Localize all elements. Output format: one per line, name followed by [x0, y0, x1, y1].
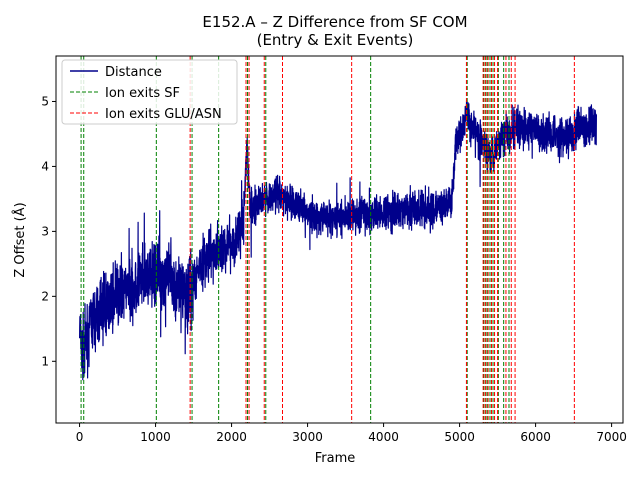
legend: Distance Ion exits SF Ion exits GLU/ASN: [61, 59, 238, 125]
y-axis-label: Z Offset (Å): [12, 202, 28, 277]
legend-box: [61, 59, 238, 125]
x-tick-label: 0: [76, 430, 84, 444]
event-lines-layer: [80, 56, 575, 423]
plot-area: 0 1000 2000 3000 4000 5000 6000 7000 1 2 3 4 5: [41, 55, 627, 444]
y-tick-label: 4: [41, 159, 49, 173]
y-tick-label: 5: [41, 94, 49, 108]
legend-label-ion-exits-glu-asn: Ion exits GLU/ASN: [105, 107, 222, 122]
x-axis-ticks: 0 1000 2000 3000 4000 5000 6000 7000: [76, 423, 627, 444]
x-tick-label: 3000: [292, 430, 323, 444]
x-tick-label: 5000: [444, 430, 475, 444]
y-tick-label: 1: [41, 354, 49, 368]
legend-label-distance: Distance: [105, 65, 162, 80]
x-axis-label: Frame: [315, 451, 356, 466]
x-tick-label: 4000: [368, 430, 399, 444]
x-tick-label: 7000: [596, 430, 627, 444]
x-tick-label: 1000: [140, 430, 171, 444]
chart-title-line-1: E152.A – Z Difference from SF COM: [202, 13, 467, 31]
y-axis-ticks: 1 2 3 4 5: [41, 94, 56, 368]
y-tick-label: 2: [41, 289, 49, 303]
x-tick-label: 2000: [216, 430, 247, 444]
legend-label-ion-exits-sf: Ion exits SF: [105, 86, 180, 101]
chart-title-line-2: (Entry & Exit Events): [257, 31, 414, 49]
x-tick-label: 6000: [520, 430, 551, 444]
series-line-distance: [79, 99, 597, 381]
y-tick-label: 3: [41, 224, 49, 238]
plot-frame: [55, 55, 624, 424]
series-layer: [79, 99, 597, 381]
